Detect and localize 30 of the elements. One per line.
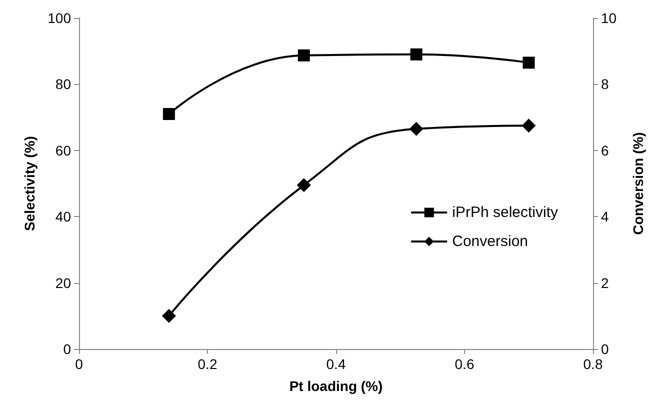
y2-tick-label: 8 [601, 76, 609, 92]
y-tick-label: 80 [55, 76, 72, 92]
point [162, 308, 176, 323]
y-tick-label: 40 [55, 208, 72, 225]
x-tick-label: 0.8 [583, 356, 603, 372]
legend-label: Conversion [452, 233, 528, 250]
x-tick-label: 0 [75, 356, 84, 372]
x-tick-label: 0.2 [198, 356, 218, 372]
y-axis-title: Selectivity (%) [22, 136, 38, 231]
x-axis-title: Pt loading (%) [289, 378, 383, 394]
x-tick-label: 0.6 [454, 356, 474, 372]
y2-axis-title: Conversion (%) [630, 132, 646, 235]
point [409, 122, 424, 136]
point [296, 178, 311, 192]
y2-tick-label: 10 [601, 10, 617, 26]
y2-tick-label: 0 [601, 341, 609, 357]
x-tick-label: 0.4 [326, 356, 346, 372]
y2-tick-label: 2 [601, 274, 609, 291]
legend-label: iPrPh selectivity [452, 204, 558, 221]
point [522, 56, 535, 69]
point [162, 108, 175, 120]
y-tick-label: 20 [55, 274, 72, 291]
y-tick-label: 60 [55, 142, 72, 158]
y-tick-label: 100 [48, 10, 72, 26]
point [522, 118, 536, 133]
point [298, 49, 310, 62]
y-tick-label: 0 [63, 341, 72, 357]
point [410, 48, 422, 60]
y2-tick-label: 6 [601, 142, 609, 158]
y2-tick-label: 4 [601, 208, 609, 225]
